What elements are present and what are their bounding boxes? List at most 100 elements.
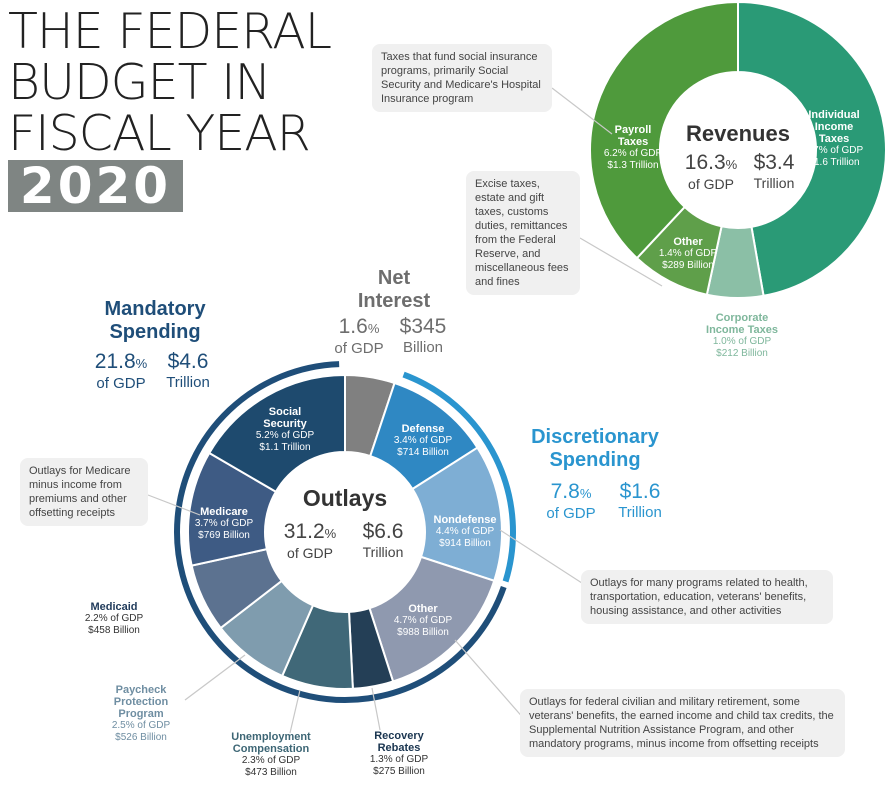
label-corporate-amount: $212 Billion — [716, 348, 768, 359]
label-unemployment-name-1: Unemployment — [231, 731, 311, 743]
revenues-gdp-label: of GDP — [688, 176, 734, 192]
label-unemployment-gdp: 2.3% of GDP — [241, 755, 301, 766]
mandatory-gdp-label: of GDP — [96, 375, 146, 392]
label-social-security: Social Security 5.2% of GDP $1.1 Trillio… — [238, 406, 332, 454]
label-individual-gdp: 7.7% of GDP — [804, 145, 864, 156]
net-interest-amount-unit: Billion — [402, 339, 444, 356]
revenues-donut — [589, 0, 887, 299]
outlays-pct-sign: % — [324, 526, 337, 541]
discretionary-title-line-1: Discretionary — [531, 426, 659, 448]
net-interest-gdp-pct: 1.6 — [338, 315, 368, 338]
mandatory-amount: $4.6 — [167, 350, 209, 373]
label-paycheck-name-1: Paycheck — [115, 684, 167, 696]
leader-unemployment — [289, 689, 301, 734]
leader-payroll — [551, 87, 613, 135]
net-interest-amount: $345 — [399, 315, 447, 338]
label-other-revenue-gdp: 1.4% of GDP — [658, 248, 718, 259]
label-other-mandatory-amount: $988 Billion — [397, 627, 449, 638]
net-interest-gdp-label: of GDP — [334, 340, 384, 357]
discretionary-gdp-label: of GDP — [546, 505, 596, 522]
label-unemployment: Unemployment Compensation 2.3% of GDP $4… — [218, 731, 324, 779]
net-interest-title-line-1: Net — [377, 267, 411, 289]
outlays-donut — [187, 373, 503, 690]
callout-nondefense: Outlays for many programs related to hea… — [581, 570, 833, 624]
title-line-1: THE FEDERAL — [8, 3, 332, 60]
revenues-amount-unit: Trillion — [753, 175, 795, 191]
outlays-amount: $6.6 — [362, 520, 404, 543]
discretionary-pct-sign: % — [579, 486, 592, 501]
leader-other-revenue — [579, 237, 663, 287]
discretionary-gdp-stat: 7.8% of GDP — [541, 480, 601, 523]
leader-nondefense — [499, 529, 586, 586]
label-other-mandatory: Other 4.7% of GDP $988 Billion — [380, 603, 466, 639]
label-social-security-name-1: Social — [268, 406, 302, 418]
label-corporate-name-2: Income Taxes — [706, 324, 778, 336]
label-other-mandatory-name: Other — [408, 603, 438, 615]
label-other-revenue-name: Other — [673, 236, 703, 248]
label-payroll-amount: $1.3 Trillion — [607, 160, 659, 171]
label-medicaid-gdp: 2.2% of GDP — [84, 613, 144, 624]
label-medicare-amount: $769 Billion — [198, 530, 250, 541]
label-medicaid-amount: $458 Billion — [88, 625, 140, 636]
label-corporate-gdp: 1.0% of GDP — [712, 336, 772, 347]
callout-medicare: Outlays for Medicare minus income from p… — [20, 458, 148, 526]
label-recovery-rebates-name-2: Rebates — [377, 742, 421, 754]
label-medicare-gdp: 3.7% of GDP — [194, 518, 254, 529]
label-defense-gdp: 3.4% of GDP — [393, 435, 453, 446]
label-recovery-rebates-amount: $275 Billion — [373, 766, 425, 777]
label-paycheck-amount: $526 Billion — [115, 732, 167, 743]
callout-other-mandatory: Outlays for federal civilian and militar… — [520, 689, 845, 757]
spending-group-arcs — [174, 361, 516, 703]
revenues-amount: $3.4 — [753, 151, 795, 174]
label-social-security-gdp: 5.2% of GDP — [255, 430, 315, 441]
label-individual-income-taxes: Individual Income Taxes 7.7% of GDP $1.6… — [786, 109, 882, 169]
label-medicare-name: Medicare — [200, 506, 248, 518]
mandatory-arc — [174, 361, 507, 703]
label-payroll-taxes: Payroll Taxes 6.2% of GDP $1.3 Trillion — [596, 124, 670, 172]
fiscal-year-badge: 2020 — [8, 160, 183, 212]
callout-leader-lines — [147, 87, 663, 734]
mandatory-gdp-stat: 21.8% of GDP — [92, 351, 150, 393]
revenues-pct-sign: % — [725, 157, 738, 172]
mandatory-spending-label: Mandatory Spending — [80, 298, 230, 344]
leader-recovery — [371, 687, 381, 731]
label-recovery-rebates-gdp: 1.3% of GDP — [369, 754, 429, 765]
title-line-3: FISCAL YEAR — [8, 105, 311, 162]
label-individual-amount: $1.6 Trillion — [808, 157, 860, 168]
leader-other-mandatory — [454, 639, 526, 721]
label-payroll-name-1: Payroll — [614, 124, 652, 136]
callout-other-revenue: Excise taxes, estate and gift taxes, cus… — [466, 171, 580, 295]
mandatory-pct-sign: % — [135, 356, 148, 371]
slice-payroll-taxes — [589, 0, 739, 260]
label-medicaid: Medicaid 2.2% of GDP $458 Billion — [70, 601, 158, 637]
label-defense-name: Defense — [401, 423, 445, 435]
label-other-mandatory-gdp: 4.7% of GDP — [393, 615, 453, 626]
label-paycheck-name-2: Protection — [113, 696, 169, 708]
net-interest-pct-sign: % — [367, 321, 380, 336]
mandatory-title-line-1: Mandatory — [104, 298, 206, 320]
label-social-security-name-2: Security — [263, 418, 307, 430]
outlays-amount-unit: Trillion — [362, 544, 404, 560]
revenues-center: Revenues — [672, 121, 804, 146]
label-nondefense-name: Nondefense — [433, 514, 497, 526]
label-other-revenue: Other 1.4% of GDP $289 Billion — [648, 236, 728, 272]
discretionary-gdp-pct: 7.8 — [550, 480, 580, 503]
label-corporate-income-taxes: Corporate Income Taxes 1.0% of GDP $212 … — [690, 312, 794, 360]
leader-paycheck — [184, 654, 246, 701]
outlays-center: Outlays — [270, 485, 420, 512]
net-interest-amount-stat: $345 Billion — [392, 315, 454, 357]
label-nondefense-amount: $914 Billion — [439, 538, 491, 549]
label-medicare: Medicare 3.7% of GDP $769 Billion — [186, 506, 262, 542]
discretionary-title-line-2: Spending — [549, 449, 641, 471]
outlays-title: Outlays — [302, 485, 388, 511]
label-individual-name-3: Taxes — [818, 133, 850, 145]
discretionary-amount: $1.6 — [619, 480, 661, 503]
label-other-revenue-amount: $289 Billion — [662, 260, 714, 271]
page-title: THE FEDERAL BUDGET IN FISCAL YEAR — [8, 3, 332, 162]
revenues-gdp-stat: 16.3% of GDP — [681, 152, 741, 194]
outlays-gdp-pct: 31.2 — [283, 520, 325, 543]
revenues-title: Revenues — [686, 121, 790, 146]
label-corporate-name-1: Corporate — [715, 312, 769, 324]
net-interest-title-line-2: Interest — [357, 290, 431, 312]
